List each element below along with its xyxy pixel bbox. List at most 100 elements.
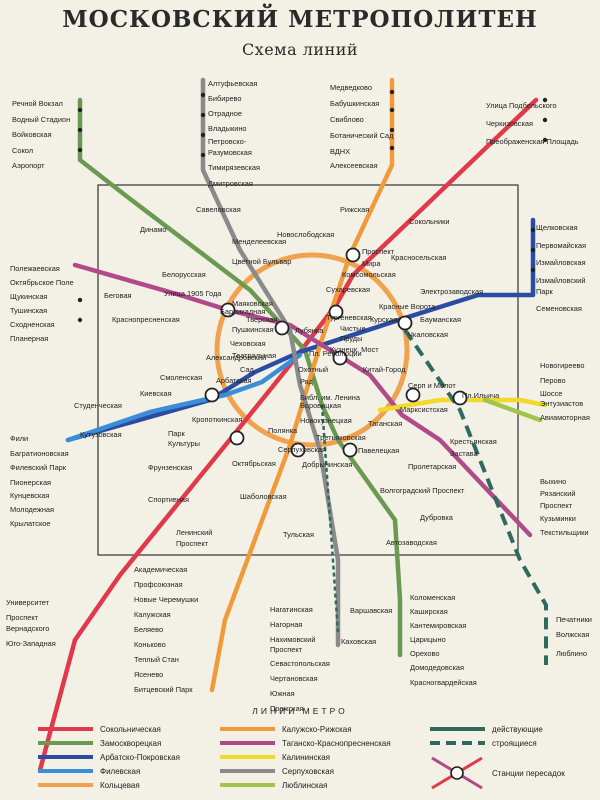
station-label: Красные Ворота xyxy=(379,302,436,311)
station-label: Нагатинская xyxy=(270,605,313,614)
station-label: Планерная xyxy=(10,334,48,343)
station-label: Севастопольская xyxy=(270,659,330,668)
station-label: Теплый Стан xyxy=(134,655,179,664)
station-dot xyxy=(200,132,206,138)
transfer-node xyxy=(328,304,344,320)
transfer-node xyxy=(290,442,306,458)
station-labels: Речной Вокзал Водный Стадион Войковская Сок… xyxy=(6,79,592,713)
station-label: Савеловская xyxy=(196,205,241,214)
station-label: Тургеневская xyxy=(326,313,372,322)
station-label: Люблино xyxy=(556,649,587,658)
station-label: Белорусская xyxy=(162,270,206,279)
taganskaya-line xyxy=(72,262,533,538)
station-label: Фили xyxy=(10,434,28,443)
station-dot xyxy=(77,107,83,113)
station-label: Пл. Революции xyxy=(309,349,362,358)
station-label: Киевская xyxy=(140,389,172,398)
station-label: Петровско- xyxy=(208,137,247,146)
station-label: Свиблово xyxy=(330,115,364,124)
station-label: Каширская xyxy=(410,607,448,616)
station-label: Таганская xyxy=(368,419,402,428)
legend-label: Филевская xyxy=(100,767,140,776)
station-dot xyxy=(389,89,395,95)
station-label: Тушинская xyxy=(10,306,47,315)
legend-label: Люблинская xyxy=(282,781,327,790)
map-subtitle: Схема линий xyxy=(241,40,359,59)
station-label: Красногвардейская xyxy=(410,678,477,687)
station-label: Полянка xyxy=(268,426,298,435)
legend-label: Замоскворецкая xyxy=(100,739,161,748)
station-label: Фрунзенская xyxy=(148,463,192,472)
station-label: Измайловская xyxy=(536,258,586,267)
filevskaya-line xyxy=(65,352,303,443)
station-label: Университет xyxy=(6,598,50,607)
station-label: Преображенская Площадь xyxy=(486,137,579,146)
station-label: Первомайская xyxy=(536,241,586,250)
transfer-node xyxy=(345,247,361,263)
station-label: Щелковская xyxy=(536,223,578,232)
station-label: Разумовская xyxy=(208,148,252,157)
station-label: Чкаловская xyxy=(408,330,448,339)
station-label: Библ. им. Ленина xyxy=(300,393,361,402)
station-label: Комсомольская xyxy=(342,270,396,279)
station-label: Бибирево xyxy=(208,94,242,103)
station-label: Смоленская xyxy=(160,373,202,382)
station-label: Академическая xyxy=(134,565,187,574)
station-label: Ряд xyxy=(300,377,314,386)
legend-label: Кольцевая xyxy=(100,781,140,790)
station-label: Энтузиастов xyxy=(540,399,583,408)
station-label: Бабушкинская xyxy=(330,99,379,108)
station-label: Медведково xyxy=(330,83,372,92)
station-markers xyxy=(77,89,548,458)
station-label: Новогиреево xyxy=(540,361,585,370)
map-title: МОСКОВСКИЙ МЕТРОПОЛИТЕН xyxy=(62,6,538,33)
station-label: Аэропорт xyxy=(12,161,45,170)
station-label: Дубровка xyxy=(420,513,454,522)
station-dot xyxy=(530,227,536,233)
station-label: Южная xyxy=(270,689,295,698)
station-label: Новокузнецкая xyxy=(300,416,352,425)
station-label: Крылатское xyxy=(10,519,51,528)
station-label: Парк xyxy=(168,429,186,438)
station-label: Нагорная xyxy=(270,620,302,629)
station-label: Застава xyxy=(450,449,479,458)
station-label: Китай-Город xyxy=(363,365,406,374)
kalininskaya-line xyxy=(377,397,548,413)
station-label: ВДНХ xyxy=(330,147,350,156)
transfer-node xyxy=(204,387,220,403)
station-label: Кантемировская xyxy=(410,621,466,630)
station-label: Красносельская xyxy=(391,253,446,262)
station-label: Отрадное xyxy=(208,109,242,118)
station-label: Пушкинская xyxy=(232,325,274,334)
station-label: Владыкино xyxy=(208,124,247,133)
station-label: Орехово xyxy=(410,649,439,658)
station-label: Авиамоторная xyxy=(540,413,590,422)
station-label: Ясенево xyxy=(134,670,163,679)
station-label: Павелецкая xyxy=(358,446,399,455)
station-label: Тульская xyxy=(283,530,314,539)
station-label: Крестьянская xyxy=(450,437,497,446)
station-label: Тимирязевская xyxy=(208,163,260,172)
transfer-node xyxy=(405,387,421,403)
station-label: Новослободская xyxy=(277,230,334,239)
station-label: Щукинская xyxy=(10,292,47,301)
kakhovskaya-line xyxy=(320,404,340,633)
station-dot xyxy=(77,127,83,133)
station-label: Семеновская xyxy=(536,304,582,313)
station-label: Динамо xyxy=(140,225,167,234)
station-label: Новые Черемушки xyxy=(134,595,198,604)
serpukhovskaya-line xyxy=(200,77,341,648)
station-label: Измайловский xyxy=(536,276,586,285)
transfer-node xyxy=(397,315,413,331)
station-label: Культуры xyxy=(168,439,200,448)
station-label: Дмитровская xyxy=(208,179,253,188)
station-label: Студенческая xyxy=(74,401,122,410)
station-label: Лубянка xyxy=(295,326,324,335)
station-label: Чистые xyxy=(340,324,366,333)
station-label: Пл.Ильича xyxy=(462,391,500,400)
legend-status-label: действующие xyxy=(492,725,543,734)
station-dot xyxy=(389,127,395,133)
transfer-node xyxy=(229,430,245,446)
station-label: Марксистская xyxy=(400,405,448,414)
station-dot xyxy=(77,297,83,303)
